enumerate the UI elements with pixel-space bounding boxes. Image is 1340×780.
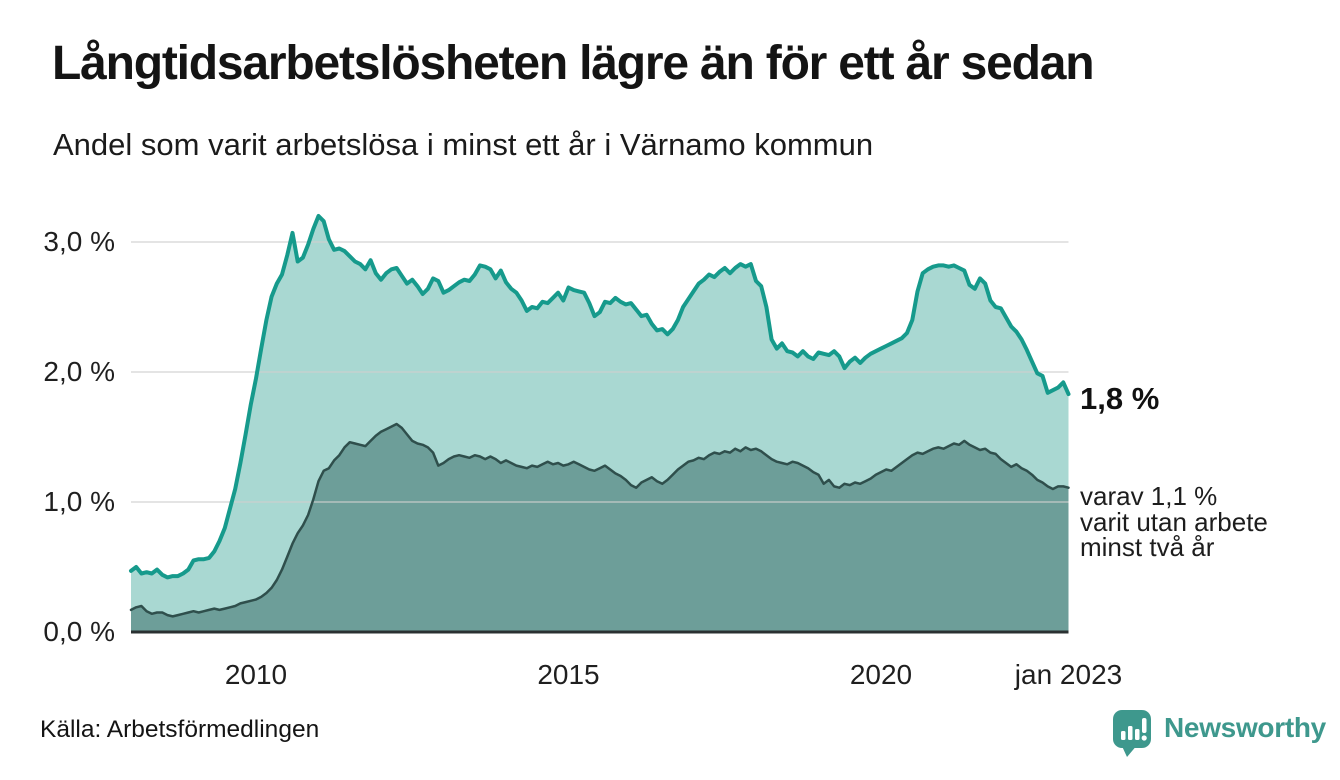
line-two-years xyxy=(129,422,1070,618)
x-tick-label: 2015 xyxy=(537,659,600,690)
page-subtitle: Andel som varit arbetslösa i minst ett å… xyxy=(53,127,874,162)
y-tick-label: 2,0 % xyxy=(43,356,115,387)
y-tick-label: 3,0 % xyxy=(43,226,115,257)
end-note-line: minst två år xyxy=(1080,532,1215,562)
brand-name: Newsworthy xyxy=(1164,712,1326,743)
y-tick-label: 0,0 % xyxy=(43,616,115,647)
y-tick-label: 1,0 % xyxy=(43,486,115,517)
page-title: Långtidsarbetslösheten lägre än för ett … xyxy=(52,37,1095,90)
source-label: Källa: Arbetsförmedlingen xyxy=(40,716,320,743)
x-tick-label: 2010 xyxy=(224,659,288,690)
newsworthy-bubble-icon xyxy=(1113,710,1151,757)
end-note-line: varav 1,1 % xyxy=(1080,481,1218,511)
x-tick-label: jan 2023 xyxy=(1014,659,1123,690)
brand-logo: Newsworthy xyxy=(1112,708,1326,758)
end-note-line: varit utan arbete xyxy=(1080,506,1268,537)
line-one-year xyxy=(129,214,1071,580)
end-value-label: 1,8 % xyxy=(1080,381,1160,416)
x-tick-label: 2020 xyxy=(849,659,913,690)
gridlines xyxy=(131,241,1069,503)
end-note-annotation: varav 1,1 % varit utan arbete minst två … xyxy=(1080,481,1268,562)
area-fill-two-years xyxy=(131,424,1069,632)
